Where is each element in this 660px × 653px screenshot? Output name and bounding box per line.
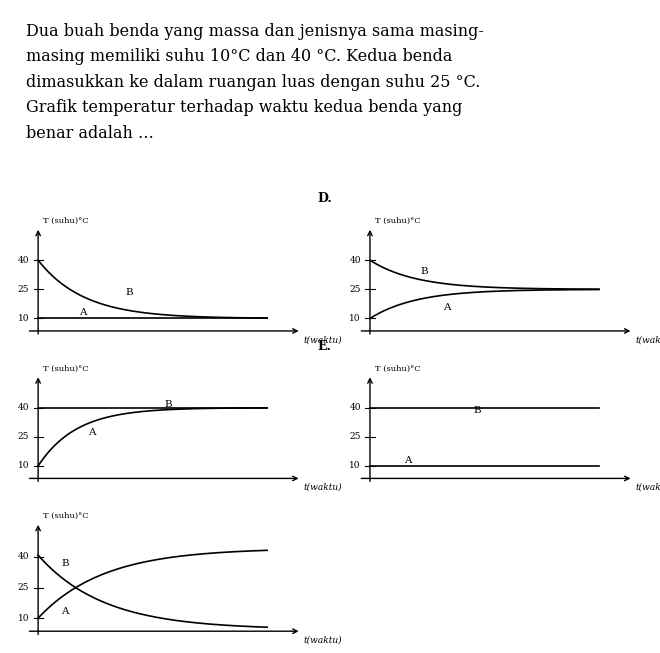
Text: D.: D.	[317, 193, 332, 205]
Text: T (suhu)°C: T (suhu)°C	[374, 217, 420, 225]
Text: T (suhu)°C: T (suhu)°C	[43, 217, 88, 225]
Text: 40: 40	[349, 256, 361, 264]
Text: 10: 10	[17, 462, 29, 470]
Text: B: B	[125, 288, 133, 297]
Text: A: A	[444, 303, 451, 312]
Text: t(waktu): t(waktu)	[304, 335, 343, 344]
Text: t(waktu): t(waktu)	[636, 335, 660, 344]
Text: T (suhu)°C: T (suhu)°C	[43, 365, 88, 373]
Text: 25: 25	[17, 583, 29, 592]
Text: A: A	[79, 308, 87, 317]
Text: 40: 40	[17, 256, 29, 264]
Text: 25: 25	[349, 432, 361, 441]
Text: 10: 10	[17, 614, 29, 622]
Text: 10: 10	[17, 314, 29, 323]
Text: A: A	[61, 607, 69, 616]
Text: Dua buah benda yang massa dan jenisnya sama masing-
masing memiliki suhu 10°C da: Dua buah benda yang massa dan jenisnya s…	[26, 23, 484, 142]
Text: B: B	[164, 400, 172, 409]
Text: t(waktu): t(waktu)	[304, 635, 343, 645]
Text: 40: 40	[17, 403, 29, 412]
Text: 40: 40	[17, 552, 29, 562]
Text: t(waktu): t(waktu)	[636, 483, 660, 492]
Text: 25: 25	[17, 432, 29, 441]
Text: A: A	[405, 456, 412, 465]
Text: 25: 25	[17, 285, 29, 294]
Text: 10: 10	[349, 462, 361, 470]
Text: A: A	[88, 428, 96, 437]
Text: 40: 40	[349, 403, 361, 412]
Text: B: B	[420, 266, 428, 276]
Text: B: B	[61, 558, 69, 567]
Text: E.: E.	[317, 340, 331, 353]
Text: t(waktu): t(waktu)	[304, 483, 343, 492]
Text: B: B	[473, 406, 480, 415]
Text: T (suhu)°C: T (suhu)°C	[43, 512, 88, 520]
Text: T (suhu)°C: T (suhu)°C	[374, 365, 420, 373]
Text: 10: 10	[349, 314, 361, 323]
Text: 25: 25	[349, 285, 361, 294]
